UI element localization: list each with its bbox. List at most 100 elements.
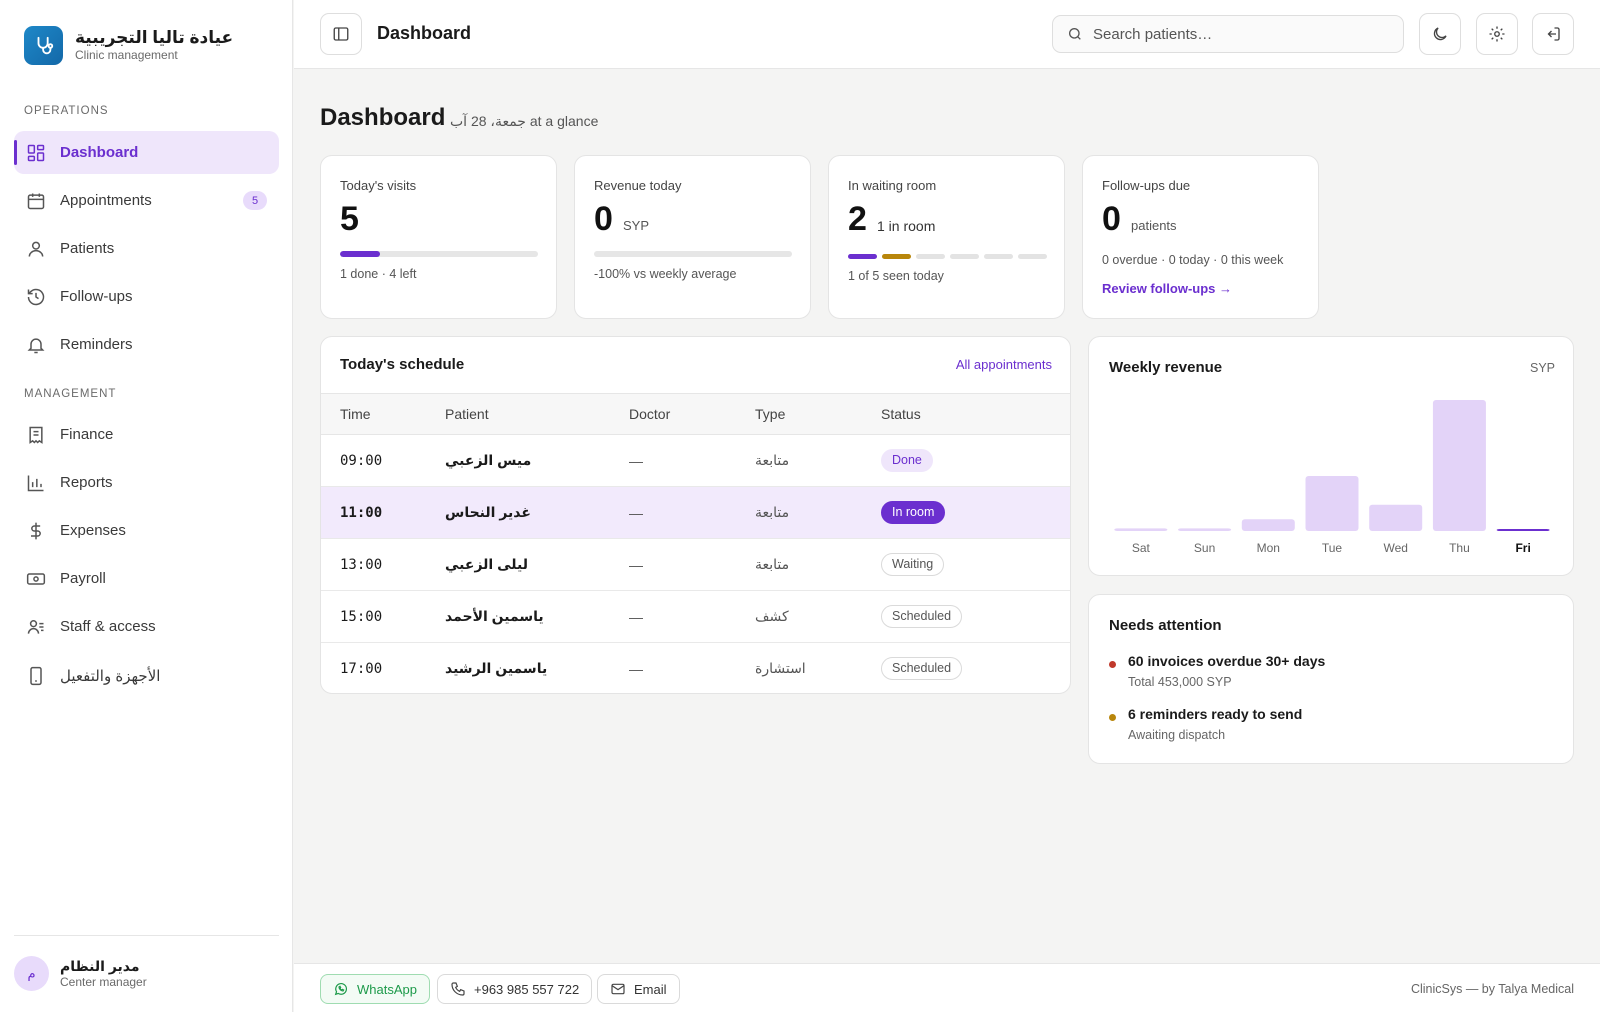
sidebar-item-label: Reminders <box>60 336 133 353</box>
revenue-progress-bar <box>594 251 792 257</box>
toggle-sidebar-button[interactable] <box>320 13 362 55</box>
cell-doctor: — <box>629 486 755 539</box>
cell-doctor: — <box>629 434 755 487</box>
brand-subtitle: Clinic management <box>75 48 178 62</box>
stat-value: 2 <box>848 200 867 238</box>
waiting-segment-done <box>848 254 877 259</box>
logout-button[interactable] <box>1532 13 1574 55</box>
schedule-title: Today's schedule <box>340 356 465 373</box>
stat-card-waiting-room: In waiting room 2 1 in room 1 of 5 seen … <box>828 155 1065 319</box>
stat-label: In waiting room <box>848 178 937 193</box>
dark-mode-button[interactable] <box>1419 13 1461 55</box>
sidebar-item-patients[interactable]: Patients <box>14 227 279 270</box>
topbar-title: Dashboard <box>377 23 472 43</box>
phone-label: +963 985 557 722 <box>474 981 580 997</box>
status-badge: Waiting <box>881 553 945 576</box>
stat-unit: SYP <box>623 218 650 233</box>
x-tick-label: Wed <box>1383 541 1407 555</box>
stat-value: 5 <box>340 200 359 238</box>
user-profile[interactable]: م مدير النظام Center manager <box>14 956 147 991</box>
table-row[interactable]: 15:00 ياسمين الأحمد — كشف Scheduled <box>321 590 1070 643</box>
needs-attention-title: Needs attention <box>1109 617 1222 634</box>
search-icon <box>1067 26 1083 42</box>
bar-chart-icon <box>26 473 46 493</box>
cell-time: 09:00 <box>321 434 445 487</box>
review-follow-ups-link[interactable]: Review follow-ups → <box>1102 281 1233 296</box>
bar-sun[interactable] <box>1178 528 1232 531</box>
sidebar-item-payroll[interactable]: Payroll <box>14 557 279 600</box>
search-input[interactable] <box>1093 25 1383 43</box>
stat-foot: 1 of 5 seen today <box>848 269 944 283</box>
table-row[interactable]: 09:00 ميس الزعبي — متابعة Done <box>321 434 1070 487</box>
dollar-icon <box>26 521 46 541</box>
sidebar-item-label: Payroll <box>60 570 106 587</box>
stat-value: 0 <box>594 200 613 238</box>
sidebar-item-follow-ups[interactable]: Follow-ups <box>14 275 279 318</box>
x-tick-label: Sat <box>1132 541 1151 555</box>
table-row[interactable]: 11:00 غدير النحاس — متابعة In room <box>321 486 1070 539</box>
x-tick-label: Tue <box>1322 541 1343 555</box>
section-label-management: MANAGEMENT <box>24 388 117 400</box>
sidebar-item-reminders[interactable]: Reminders <box>14 323 279 366</box>
cell-doctor: — <box>629 660 643 677</box>
sidebar-panel-icon <box>332 25 350 43</box>
cell-doctor: — <box>629 590 755 643</box>
sidebar-item-label: Appointments <box>60 192 152 209</box>
x-tick-label: Mon <box>1257 541 1280 555</box>
cell-patient: غدير النحاس <box>445 486 629 539</box>
waiting-segment-pending <box>950 254 979 259</box>
staff-icon <box>26 617 46 637</box>
search-box[interactable] <box>1052 15 1404 53</box>
sidebar-item-label: الأجهزة والتفعيل <box>60 667 161 685</box>
whatsapp-button[interactable]: WhatsApp <box>320 974 430 1004</box>
bar-fri[interactable] <box>1496 529 1550 531</box>
cell-time: 15:00 <box>321 590 445 643</box>
bar-sat[interactable] <box>1114 528 1168 531</box>
stat-card-revenue: Revenue today 0 SYP -100% vs weekly aver… <box>574 155 811 319</box>
schedule-card: Today's schedule All appointments Time P… <box>320 336 1071 694</box>
sidebar-item-label: Follow-ups <box>60 288 133 305</box>
cell-doctor: — <box>629 538 755 591</box>
waiting-segment-pending <box>916 254 945 259</box>
sidebar-item-dashboard[interactable]: Dashboard <box>14 131 279 174</box>
sidebar-item-devices-activation[interactable]: الأجهزة والتفعيل <box>14 654 279 697</box>
avatar: م <box>14 956 49 991</box>
sidebar-item-finance[interactable]: Finance <box>14 413 279 456</box>
sidebar-item-staff-access[interactable]: Staff & access <box>14 605 279 648</box>
x-tick-label: Fri <box>1515 541 1530 555</box>
user-role: Center manager <box>60 974 147 989</box>
attention-item-title: 60 invoices overdue 30+ days <box>1128 653 1326 669</box>
x-tick-label: Thu <box>1449 541 1470 555</box>
table-row[interactable]: 17:00 ياسمين الرشيد — استشارة Scheduled <box>321 643 1070 694</box>
phone-button[interactable]: +963 985 557 722 <box>437 974 593 1004</box>
alert-dot-icon <box>1109 714 1116 721</box>
sidebar-item-expenses[interactable]: Expenses <box>14 509 279 552</box>
status-badge: Done <box>881 449 933 472</box>
sidebar-divider <box>14 935 279 936</box>
email-button[interactable]: Email <box>597 974 680 1004</box>
brand[interactable]: عيادة تاليا التجريبية Clinic management <box>24 26 233 65</box>
weekly-revenue-card: Weekly revenue SYP Sat Sun Mon Tue Wed Thu Fri <box>1088 336 1574 576</box>
bar-tue[interactable] <box>1305 475 1359 531</box>
user-icon <box>26 239 46 259</box>
column-header-patient: Patient <box>445 393 629 435</box>
bar-thu[interactable] <box>1432 400 1486 531</box>
cell-type: استشارة <box>755 660 806 677</box>
settings-button[interactable] <box>1476 13 1518 55</box>
sidebar-item-reports[interactable]: Reports <box>14 461 279 504</box>
stat-unit: 1 in room <box>877 218 936 234</box>
bar-mon[interactable] <box>1241 519 1295 531</box>
bar-wed[interactable] <box>1369 504 1423 531</box>
attention-item-detail: Awaiting dispatch <box>1128 728 1226 742</box>
all-appointments-link[interactable]: All appointments <box>955 357 1052 372</box>
stat-value: 0 <box>1102 200 1121 238</box>
attention-item-detail: Total 453,000 SYP <box>1128 675 1232 689</box>
waiting-segment-in-room <box>882 254 911 259</box>
status-badge: Scheduled <box>881 605 963 628</box>
stat-card-visits: Today's visits 5 1 done · 4 left <box>320 155 557 319</box>
cell-type: كشف <box>755 590 881 643</box>
sidebar-item-appointments[interactable]: Appointments 5 <box>14 179 279 222</box>
table-row[interactable]: 13:00 ليلى الزعبي — متابعة Waiting <box>321 538 1070 591</box>
bell-icon <box>26 335 46 355</box>
stat-foot: 1 done · 4 left <box>340 267 417 281</box>
